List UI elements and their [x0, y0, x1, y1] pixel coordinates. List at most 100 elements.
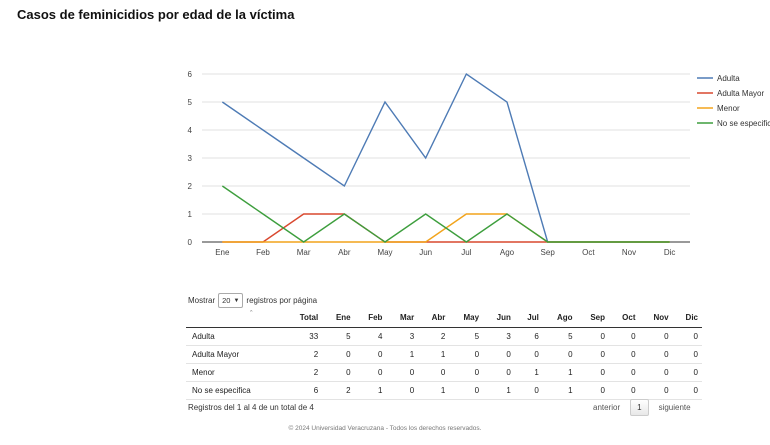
chart-series: [221, 72, 670, 243]
table-cell: 0: [514, 381, 543, 400]
table-cell: 1: [542, 363, 577, 382]
page-length-control: Mostrar 20 ▼ registros por página: [188, 293, 317, 308]
column-header-label: Nov: [653, 313, 669, 322]
y-tick-label: 3: [188, 154, 193, 163]
table-cell: 0: [639, 381, 673, 400]
table-header-row: ˆ Total Ene Feb Mar Abr May Jun Jul Ago Sep Oct Nov D…: [186, 309, 702, 328]
column-header[interactable]: May: [449, 309, 484, 328]
table-cell: 0: [672, 327, 702, 346]
table-cell: 2: [322, 381, 355, 400]
column-header-label: Dic: [685, 313, 698, 322]
column-header-label: Total: [299, 313, 319, 322]
column-header-label: Oct: [622, 313, 636, 322]
table-row: Adulta 33 5 4 3 2 5 3 6 5 0 0 0 0: [186, 327, 702, 346]
table-cell: 5: [322, 327, 355, 346]
legend-label[interactable]: Menor: [717, 104, 740, 113]
column-header[interactable]: Oct: [608, 309, 640, 328]
table-cell: 0: [639, 345, 673, 364]
column-header[interactable]: Nov: [639, 309, 673, 328]
table-row: No se especifica 6 2 1 0 1 0 1 0 1 0 0 0 0: [186, 381, 702, 400]
column-header[interactable]: Mar: [386, 309, 419, 328]
table-cell: 1: [514, 363, 543, 382]
column-header[interactable]: Dic: [672, 309, 702, 328]
legend-label[interactable]: Adulta Mayor: [717, 89, 764, 98]
column-header-label: Jun: [496, 313, 511, 322]
column-header-category[interactable]: ˆ: [186, 309, 285, 328]
column-header-label: Feb: [368, 313, 383, 322]
column-header-label: Jul: [527, 313, 539, 322]
table-cell: 0: [576, 363, 609, 382]
column-header[interactable]: Abr: [418, 309, 450, 328]
column-header-label: Ago: [557, 313, 573, 322]
table-cell: 6: [514, 327, 543, 346]
chevron-down-icon: ▼: [233, 297, 240, 304]
table-cell: 0: [672, 381, 702, 400]
page-length-value: 20: [222, 296, 231, 305]
table-cell: 5: [542, 327, 577, 346]
column-header[interactable]: Total: [284, 309, 323, 328]
table-cell: 0: [386, 363, 419, 382]
pagination-page-1[interactable]: 1: [630, 399, 649, 416]
chart-x-ticks: Ene Feb Mar Abr May Jun Jul Ago Sep Oct Nov Dic: [215, 248, 675, 257]
y-tick-label: 1: [188, 210, 193, 219]
table-cell: 4: [354, 327, 387, 346]
page-title: Casos de feminicidios por edad de la víc…: [17, 7, 295, 22]
column-header[interactable]: Sep: [576, 309, 609, 328]
pagination: anterior 1 siguiente: [593, 399, 691, 416]
table-cell: 3: [483, 327, 515, 346]
table-cell: 1: [542, 381, 577, 400]
x-tick-label: Ago: [500, 248, 515, 257]
table-cell: 0: [449, 381, 484, 400]
column-header[interactable]: Jun: [483, 309, 515, 328]
x-tick-label: May: [377, 248, 392, 257]
pagination-next-button[interactable]: siguiente: [658, 403, 691, 412]
table-cell: 0: [483, 345, 515, 364]
column-header-label: Sep: [590, 313, 605, 322]
table-cell: 0: [576, 381, 609, 400]
table-cell: 1: [483, 381, 515, 400]
y-tick-label: 4: [188, 126, 193, 135]
table-cell: 0: [418, 363, 450, 382]
column-header-label: Ene: [335, 313, 351, 322]
y-tick-label: 6: [188, 70, 193, 79]
table-info: Registros del 1 al 4 de un total de 4: [188, 403, 314, 412]
data-table: ˆ Total Ene Feb Mar Abr May Jun Jul Ago Sep Oct Nov D…: [186, 309, 702, 400]
column-header[interactable]: Ene: [322, 309, 355, 328]
table-cell: 0: [608, 327, 640, 346]
table-cell: 1: [418, 345, 450, 364]
y-tick-label: 2: [188, 182, 193, 191]
page-length-select[interactable]: 20 ▼: [218, 293, 244, 308]
table-cell: 1: [418, 381, 450, 400]
row-label-cell: No se especifica: [186, 381, 285, 400]
column-header[interactable]: Jul: [514, 309, 543, 328]
column-header[interactable]: Feb: [354, 309, 387, 328]
legend-label[interactable]: Adulta: [717, 74, 740, 83]
sort-ascending-icon: ˆ: [250, 311, 253, 318]
column-header-label: May: [463, 313, 480, 322]
x-tick-label: Jul: [461, 248, 471, 257]
legend-label[interactable]: No se especifica: [717, 119, 770, 128]
table-cell: 0: [639, 327, 673, 346]
row-label-cell: Adulta Mayor: [186, 345, 285, 364]
x-tick-label: Mar: [297, 248, 311, 257]
table-cell: 1: [354, 381, 387, 400]
table-row: Menor 2 0 0 0 0 0 0 1 1 0 0 0 0: [186, 363, 702, 382]
table-row: Adulta Mayor 2 0 0 1 1 0 0 0 0 0 0 0 0: [186, 345, 702, 364]
x-tick-label: Feb: [256, 248, 270, 257]
x-tick-label: Dic: [664, 248, 676, 257]
table-cell: 0: [672, 363, 702, 382]
table-cell: 0: [639, 363, 673, 382]
table-cell: 0: [542, 345, 577, 364]
table-cell: 5: [449, 327, 484, 346]
series-line-no-se-especifica: [221, 185, 670, 243]
column-header[interactable]: Ago: [542, 309, 577, 328]
chart-y-ticks: 0 1 2 3 4 5 6: [188, 70, 193, 247]
x-tick-label: Abr: [338, 248, 351, 257]
pagination-prev-button[interactable]: anterior: [593, 403, 621, 412]
table-cell: 0: [576, 345, 609, 364]
table-cell: 0: [322, 345, 355, 364]
table-cell: 0: [449, 363, 484, 382]
table-cell: 0: [449, 345, 484, 364]
page-length-prefix: Mostrar: [188, 296, 216, 305]
line-chart: 0 1 2 3 4 5 6 Ene Feb Mar Abr May Jun Jul Ago Sep Oct No…: [188, 70, 770, 257]
